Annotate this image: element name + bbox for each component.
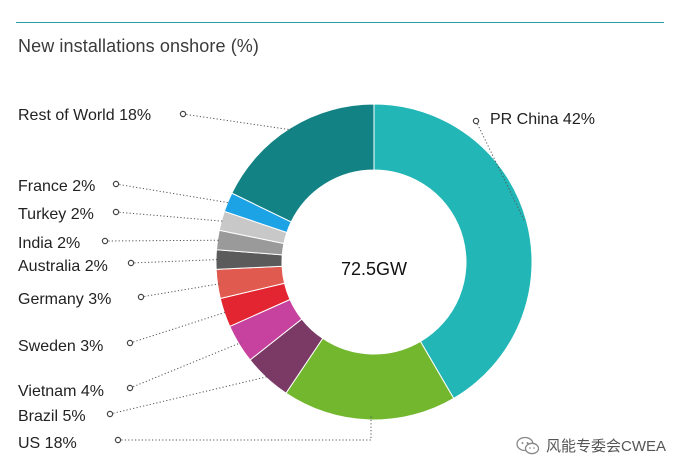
label-india: India 2% — [18, 235, 80, 252]
leader-turkey — [115, 211, 224, 222]
watermark: 风能专委会CWEA — [516, 435, 666, 456]
leader-dot-sweden — [126, 339, 134, 347]
leader-dot-france — [112, 180, 120, 188]
leader-brazil — [109, 376, 269, 415]
leader-dot-us — [114, 436, 122, 444]
label-germany: Germany 3% — [18, 291, 111, 308]
wechat-icon — [516, 436, 540, 454]
label-turkey: Turkey 2% — [18, 206, 94, 223]
leader-us — [118, 415, 372, 441]
leader-dot-vietnam — [126, 384, 134, 392]
leader-dot-pr-china — [472, 117, 480, 125]
leader-dot-turkey — [112, 208, 120, 216]
label-brazil: Brazil 5% — [18, 408, 86, 425]
label-us: US 18% — [18, 435, 77, 452]
leader-dot-rest-of-world — [179, 110, 187, 118]
leader-vietnam — [129, 342, 241, 389]
label-france: France 2% — [18, 178, 95, 195]
leader-dot-brazil — [106, 410, 114, 418]
watermark-text: 风能专委会CWEA — [545, 438, 666, 455]
leader-rest-of-world — [182, 113, 292, 131]
label-sweden: Sweden 3% — [18, 338, 103, 355]
leaders-group — [101, 110, 526, 444]
slice-pr-china — [373, 103, 533, 400]
slice-rest-of-world — [231, 103, 375, 223]
leader-sweden — [129, 311, 227, 344]
label-vietnam: Vietnam 4% — [18, 383, 104, 400]
label-pr-china: PR China 42% — [490, 111, 595, 128]
label-australia: Australia 2% — [18, 258, 108, 275]
leader-dot-germany — [137, 293, 145, 301]
label-rest-of-world: Rest of World 18% — [18, 107, 151, 124]
slices-group — [215, 103, 533, 421]
center-label: 72.5GW — [341, 259, 407, 279]
labels-group: PR China 42% US 18% Brazil 5% Vietnam 4% Swe… — [18, 107, 595, 452]
leader-australia — [130, 259, 219, 264]
leader-india — [104, 239, 220, 242]
leader-france — [115, 183, 230, 204]
chart-title: New installations onshore (%) — [18, 36, 260, 56]
top-rule — [16, 22, 664, 23]
leader-germany — [140, 283, 220, 298]
leader-dot-australia — [127, 259, 135, 267]
leader-pr-china — [475, 120, 526, 222]
leader-dot-india — [101, 237, 109, 245]
